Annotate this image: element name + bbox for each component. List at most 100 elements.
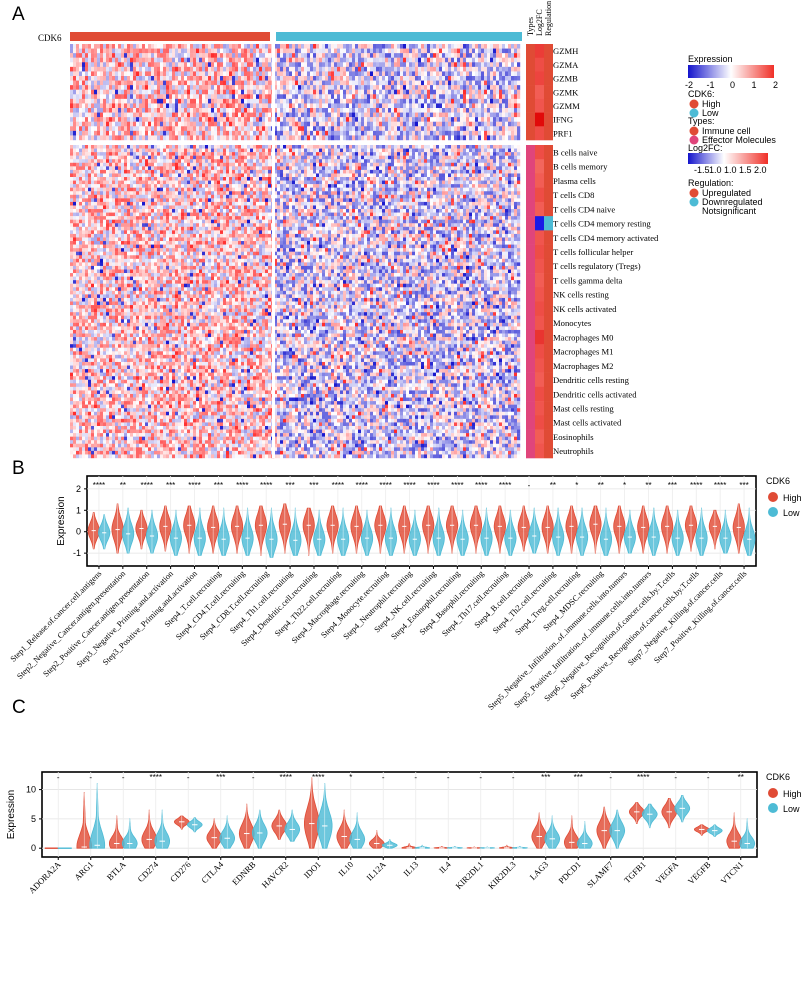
- log2fc-cell: [535, 126, 544, 141]
- panel-c-legend-swatch-low: [768, 803, 778, 813]
- log2fc-cell: [535, 287, 544, 302]
- types-cell: [526, 273, 535, 288]
- legend-types-swatch: [689, 126, 699, 136]
- types-cell: [526, 126, 535, 141]
- heatmap-row-label: T cells CD4 naive: [553, 204, 615, 214]
- regulation-cell: [544, 57, 553, 72]
- panel-c-xtick-label: CD274: [136, 859, 161, 884]
- legend-expression-title: Expression: [688, 54, 733, 64]
- log2fc-cell: [535, 244, 544, 260]
- log2fc-cell: [535, 301, 544, 317]
- panel-b-legend-swatch-high: [768, 492, 778, 502]
- types-cell: [526, 44, 535, 59]
- panel-c-significance-label: ***: [216, 773, 225, 782]
- panel-b-significance-label: ****: [332, 481, 344, 490]
- regulation-cell: [544, 126, 553, 141]
- panel-b-xtick-label: Step2_Negative_Cancer.antigen.presentati…: [15, 568, 128, 681]
- legend-log2fc-tick: 1.5: [739, 165, 752, 175]
- log2fc-cell: [535, 344, 544, 359]
- types-cell: [526, 372, 535, 388]
- log2fc-cell: [535, 329, 544, 345]
- panel-c-ytick-label: 10: [26, 785, 36, 795]
- panel-c-significance-label: **: [738, 773, 744, 782]
- legend-log2fc-tick: 2.0: [754, 165, 767, 175]
- heatmap-row-label: GZMB: [553, 74, 578, 84]
- panel-c-significance-label: -: [414, 773, 417, 782]
- panel-c-xtick-label: LAG3: [528, 859, 551, 882]
- panel-c-xtick-label: IDO1: [302, 859, 323, 880]
- panel-b-significance-label: -: [528, 481, 531, 490]
- legend-regulation-label: Upregulated: [702, 188, 751, 198]
- panel-c-ytick-label: 5: [31, 814, 36, 824]
- panel-c-xtick-label: CTLA4: [199, 859, 225, 885]
- panel-c-significance-label: ****: [637, 773, 649, 782]
- types-cell: [526, 159, 535, 174]
- panel-c-significance-label: -: [187, 773, 190, 782]
- heatmap-row-label: T cells gamma delta: [553, 275, 622, 285]
- types-cell: [526, 415, 535, 430]
- log2fc-cell: [535, 98, 544, 113]
- panel-c-xtick-label: SLAMF7: [585, 859, 616, 890]
- regulation-cell: [544, 301, 553, 317]
- types-cell: [526, 244, 535, 260]
- panel-c-significance-label: -: [382, 773, 385, 782]
- heatmap-row-label: Dendritic cells resting: [553, 375, 630, 385]
- regulation-cell: [544, 85, 553, 100]
- panel-b-significance-label: ***: [166, 481, 175, 490]
- heatmap-row-label: Macrophages M2: [553, 361, 613, 371]
- legend-regulation-swatch: [689, 188, 699, 198]
- log2fc-cell: [535, 173, 544, 188]
- heatmap-row-label: T cells regulatory (Tregs): [553, 261, 641, 271]
- legend-types-label: Effector Molecules: [702, 135, 776, 145]
- regulation-cell: [544, 44, 553, 59]
- legend-regulation-label: Notsignificant: [702, 206, 757, 216]
- panel-b-legend-label-low: Low: [783, 508, 800, 518]
- panel-b-significance-label: ***: [214, 481, 223, 490]
- log2fc-cell: [535, 273, 544, 288]
- panel-c-ylabel: Expression: [6, 790, 17, 839]
- panel-b-significance-label: ****: [690, 481, 702, 490]
- legend-expression-tick: 0: [730, 80, 735, 90]
- panel-b-significance-label: ****: [379, 481, 391, 490]
- panel-c-xtick-label: HAVCR2: [260, 859, 291, 890]
- panel-c-significance-label: ****: [280, 773, 292, 782]
- panel-b-letter: B: [12, 458, 25, 479]
- types-cell: [526, 358, 535, 373]
- regulation-cell: [544, 71, 553, 86]
- regulation-cell: [544, 372, 553, 388]
- panel-c-xtick-label: IL4: [437, 859, 453, 875]
- types-cell: [526, 57, 535, 72]
- panel-c-legend-swatch-high: [768, 788, 778, 798]
- log2fc-cell: [535, 71, 544, 86]
- panel-c-xtick-label: KIR2DL3: [486, 859, 518, 891]
- types-cell: [526, 386, 535, 402]
- panel-b-significance-label: *: [575, 481, 578, 490]
- heatmap-row-label: T cells CD4 memory activated: [553, 233, 659, 243]
- legend-log2fc-title: Log2FC:: [688, 143, 723, 153]
- panel-b-significance-label: ***: [285, 481, 294, 490]
- heatmap-row-label: Macrophages M1: [553, 347, 613, 357]
- panel-b-significance-label: **: [598, 481, 604, 490]
- legend-types-title: Types:: [688, 116, 715, 126]
- panel-b-significance-label: ****: [427, 481, 439, 490]
- heatmap-row-label: Neutrophils: [553, 446, 594, 456]
- panel-c-xtick-label: CD276: [168, 859, 193, 884]
- heatmap-row-label: B cells memory: [553, 162, 608, 172]
- cdk6-high-bar: [70, 32, 270, 41]
- panel-c-xtick-label: EDNRB: [230, 859, 258, 887]
- regulation-cell: [544, 244, 553, 260]
- panel-c-significance-label: ***: [541, 773, 550, 782]
- panel-b-significance-label: ****: [141, 481, 153, 490]
- types-cell: [526, 443, 535, 459]
- panel-c-xtick-label: VEGFA: [653, 859, 680, 886]
- panel-c-xtick-label: IL10: [336, 859, 355, 878]
- heatmap-row-label: T cells follicular helper: [553, 247, 633, 257]
- heatmap-row-label: PRF1: [553, 128, 573, 138]
- heatmap-row-label: NK cells activated: [553, 304, 617, 314]
- legend-expression-tick: -1: [707, 80, 715, 90]
- log2fc-cell: [535, 44, 544, 59]
- panel-b-significance-label: ****: [714, 481, 726, 490]
- legend-regulation-title: Regulation:: [688, 178, 734, 188]
- heatmap-row-label: Plasma cells: [553, 176, 596, 186]
- regulation-cell: [544, 443, 553, 459]
